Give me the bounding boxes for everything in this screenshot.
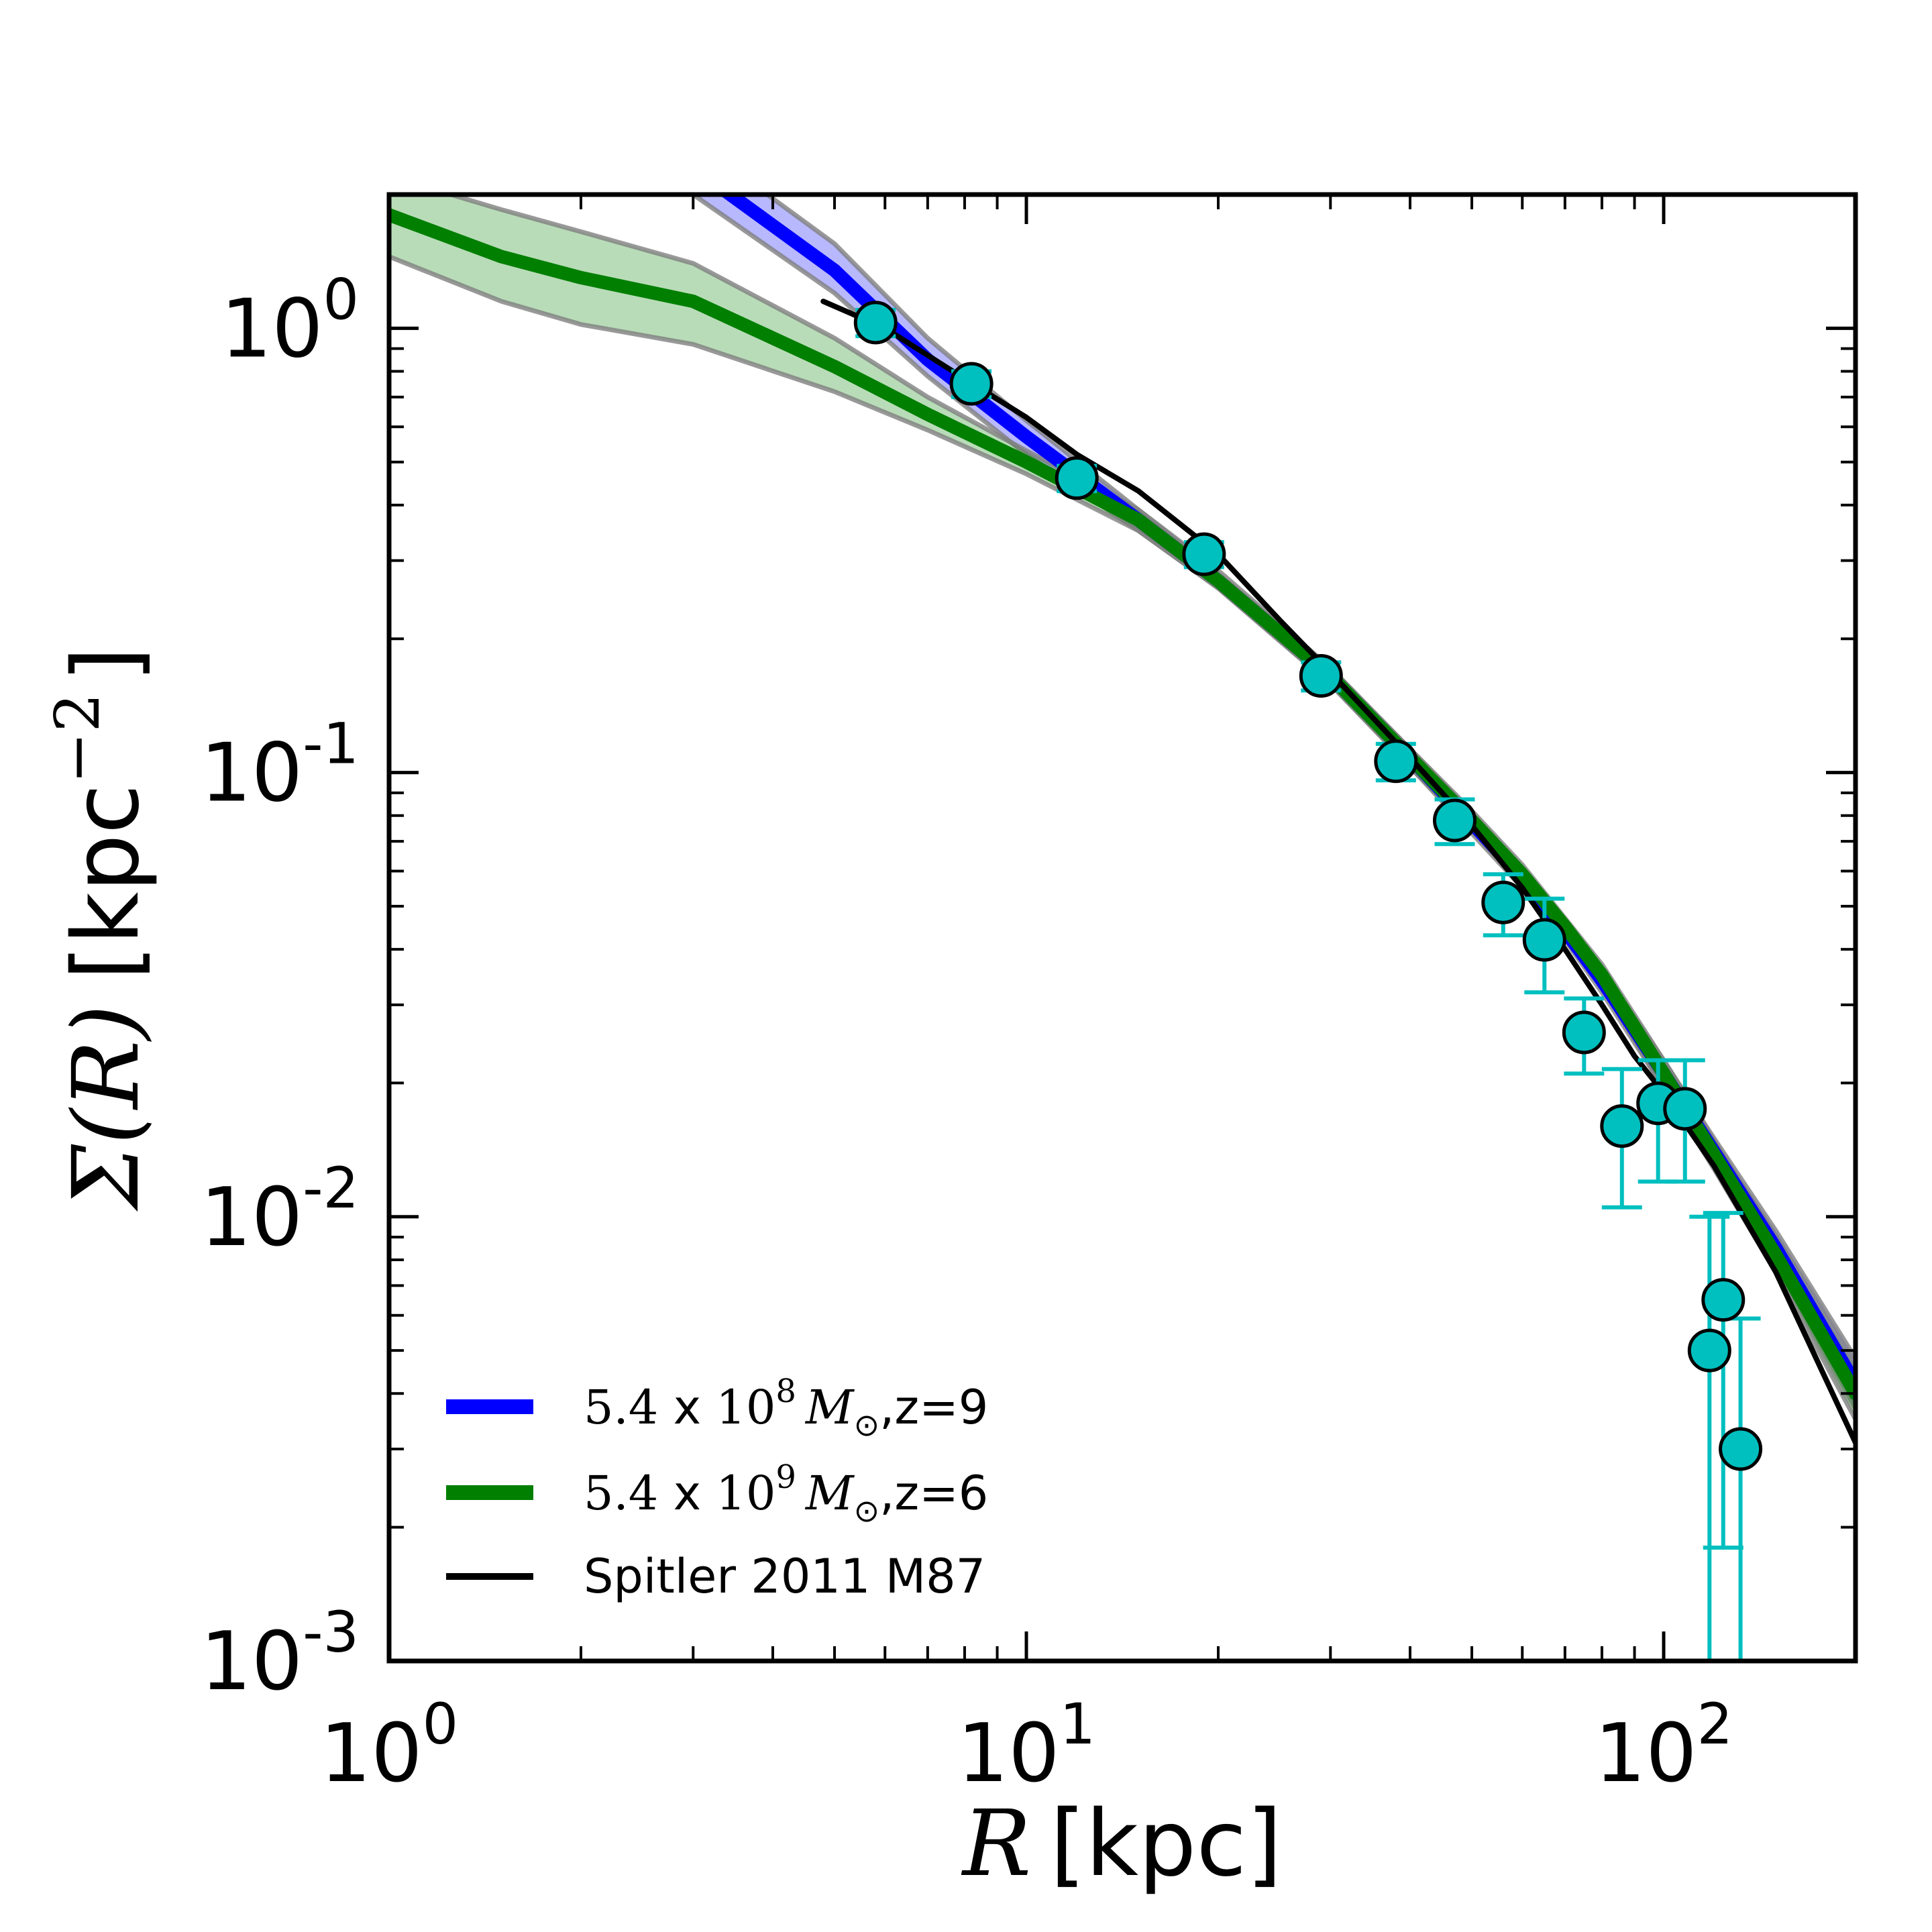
data-markers [853,301,1763,1471]
legend-mass-mant: 5.4 [584,1466,658,1521]
legend-mass-mant: 5.4 [584,1380,658,1435]
x-axis-symbol: R [961,1791,1031,1897]
data-point [1600,1104,1644,1148]
data-point [949,362,994,406]
x-tick-exp: 0 [423,1691,458,1757]
y-tick-label: 10-3 [201,1599,359,1709]
data-point [1481,880,1525,924]
y-tick-exp: 0 [323,266,359,332]
data-point [1182,532,1226,576]
legend-tail: ,z=9 [879,1380,988,1435]
y-tick-base: 10 [221,282,323,376]
legend-msym: M [804,1380,855,1435]
legend-label-blue: 5.4 x 108 M⊙,z=9 [584,1373,988,1443]
data-point [1719,1427,1763,1471]
legend-msym: M [804,1466,855,1521]
data-point [1055,456,1099,500]
legend-mass-base: 10 [716,1380,775,1435]
data-point [1663,1087,1707,1131]
y-tick-base: 10 [201,727,303,820]
x-axis-label: R [kpc] [961,1791,1282,1897]
data-point [1522,918,1566,962]
y-tick-base: 10 [201,1171,303,1265]
legend-msun: ⊙ [854,1493,880,1529]
data-point [1433,798,1477,843]
legend-label-green: 5.4 x 109 M⊙,z=6 [584,1458,988,1529]
x-tick-label: 101 [957,1691,1095,1801]
x-tick-exp: 1 [1060,1691,1095,1757]
x-tick-base: 10 [957,1707,1060,1801]
legend-mass-exp: 9 [775,1458,796,1496]
data-point [1687,1328,1731,1373]
data-point [1701,1278,1746,1322]
x-tick-base: 10 [1595,1707,1697,1801]
x-tick-label: 102 [1595,1691,1733,1801]
data-point [853,301,898,345]
data-point [1299,654,1343,698]
y-tick-exp: -3 [303,1599,359,1665]
legend-x-word: x [674,1380,701,1435]
legend-mass-exp: 8 [775,1373,796,1410]
legend-label-black: Spitler 2011 M87 [584,1549,985,1604]
y-axis-symbol: Σ(R) [54,1004,160,1212]
y-axis-label: Σ(R) [kpc−2] [42,647,160,1212]
y-tick-base: 10 [201,1615,303,1709]
legend-tail: ,z=6 [879,1466,988,1521]
plot-frame [386,192,1858,1664]
y-axis-unit-close: ] [54,647,160,682]
x-tick-exp: 2 [1697,1691,1733,1757]
y-tick-label: 100 [221,266,359,376]
y-tick-exp: -2 [303,1155,359,1221]
x-tick-label: 100 [320,1691,458,1801]
x-axis-unit: [kpc] [1050,1791,1282,1897]
y-axis-unit-open: [kpc [54,784,160,981]
legend-mass-base: 10 [716,1466,775,1521]
legend-msun: ⊙ [854,1407,880,1443]
y-axis-unit-sup: −2 [42,693,113,784]
y-tick-exp: -1 [303,711,359,777]
data-point [1562,1010,1606,1055]
legend: 5.4 x 108 M⊙,z=9 5.4 x 109 M⊙,z=6 Spitler … [446,1373,988,1604]
y-tick-label: 10-1 [201,711,359,820]
plot-area [389,195,1856,1661]
y-tick-label: 10-2 [201,1155,359,1265]
data-point [1374,739,1418,784]
legend-x-word: x [674,1466,701,1521]
x-tick-base: 10 [320,1707,423,1801]
